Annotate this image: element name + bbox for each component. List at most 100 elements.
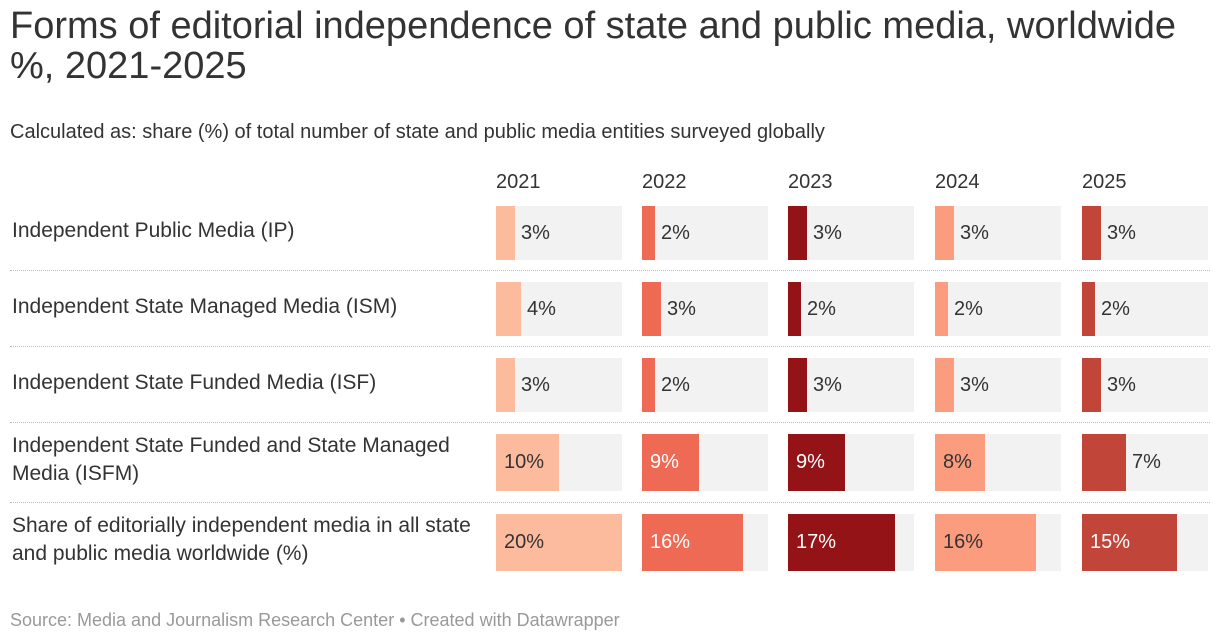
bar-cell: 7% bbox=[1082, 434, 1208, 491]
value-label: 2% bbox=[661, 221, 690, 244]
bar bbox=[1082, 282, 1095, 336]
bar bbox=[1082, 514, 1177, 571]
bar bbox=[935, 206, 954, 260]
row-divider bbox=[10, 422, 1210, 423]
bar bbox=[788, 358, 807, 412]
bar bbox=[788, 206, 807, 260]
row-label: Share of editorially independent media i… bbox=[12, 508, 487, 572]
bar-cell: 2% bbox=[788, 282, 914, 336]
bar bbox=[642, 514, 743, 571]
bar bbox=[935, 434, 985, 491]
bar bbox=[496, 358, 515, 412]
bar-cell: 20% bbox=[496, 514, 622, 571]
row-label-text: Independent State Funded Media (ISF) bbox=[12, 371, 377, 394]
bar bbox=[642, 206, 655, 260]
bar-cell: 3% bbox=[935, 206, 1061, 260]
bar bbox=[788, 282, 801, 336]
value-label: 20% bbox=[504, 531, 545, 553]
value-label: 7% bbox=[1132, 451, 1161, 473]
footer-separator: • bbox=[399, 610, 406, 630]
value-label: 3% bbox=[521, 373, 550, 396]
value-label: 9% bbox=[650, 451, 679, 473]
bar bbox=[788, 434, 845, 491]
bar-cell: 9% bbox=[642, 434, 768, 491]
bar-cell: 3% bbox=[935, 358, 1061, 412]
bar bbox=[642, 282, 661, 336]
row-label-text: Independent State Managed Media (ISM) bbox=[12, 295, 398, 318]
value-label: 4% bbox=[527, 297, 556, 320]
bar bbox=[1082, 206, 1101, 260]
bar bbox=[496, 514, 622, 571]
value-label: 16% bbox=[650, 531, 691, 553]
bar-cell: 3% bbox=[788, 358, 914, 412]
value-label: 3% bbox=[813, 373, 842, 396]
bar-cell: 16% bbox=[642, 514, 768, 571]
source-note: Source: Media and Journalism Research Ce… bbox=[10, 610, 395, 630]
bar-cell: 2% bbox=[1082, 282, 1208, 336]
bar bbox=[935, 514, 1036, 571]
bar-cell: 3% bbox=[1082, 358, 1208, 412]
value-label: 3% bbox=[960, 373, 989, 396]
value-label: 2% bbox=[1101, 297, 1130, 320]
bar bbox=[496, 434, 559, 491]
value-label: 3% bbox=[1107, 373, 1136, 396]
row-divider bbox=[10, 502, 1210, 503]
value-label: 10% bbox=[504, 451, 545, 473]
bar-cell: 3% bbox=[642, 282, 768, 336]
bar-cell: 15% bbox=[1082, 514, 1208, 571]
bar bbox=[1082, 434, 1126, 491]
datawrapper-credit[interactable]: Created with Datawrapper bbox=[410, 610, 620, 630]
bar bbox=[935, 358, 954, 412]
row-label-text: Independent State Funded and State Manag… bbox=[12, 434, 450, 485]
chart-subtitle: Calculated as: share (%) of total number… bbox=[10, 121, 825, 143]
column-header-2023: 2023 bbox=[788, 171, 833, 193]
value-label: 8% bbox=[943, 451, 972, 473]
bar-cell: 2% bbox=[642, 358, 768, 412]
bar-cell: 2% bbox=[935, 282, 1061, 336]
value-label: 3% bbox=[521, 221, 550, 244]
row-label-text: Independent Public Media (IP) bbox=[12, 219, 295, 242]
bar-cell: 3% bbox=[496, 206, 622, 260]
bar-cell: 3% bbox=[496, 358, 622, 412]
row-divider bbox=[10, 346, 1210, 347]
column-header-2022: 2022 bbox=[642, 171, 687, 193]
value-label: 3% bbox=[1107, 221, 1136, 244]
row-label: Independent State Managed Media (ISM) bbox=[12, 282, 487, 332]
chart-title: Forms of editorial independence of state… bbox=[10, 5, 1176, 87]
bar-cell: 8% bbox=[935, 434, 1061, 491]
row-label: Independent Public Media (IP) bbox=[12, 206, 487, 256]
bar bbox=[788, 514, 895, 571]
column-header-2025: 2025 bbox=[1082, 171, 1127, 193]
value-label: 2% bbox=[661, 373, 690, 396]
row-label: Independent State Funded Media (ISF) bbox=[12, 358, 487, 408]
bar-cell: 10% bbox=[496, 434, 622, 491]
value-label: 17% bbox=[796, 531, 837, 553]
bar bbox=[1082, 358, 1101, 412]
bar-cell: 17% bbox=[788, 514, 914, 571]
row-label-text: Share of editorially independent media i… bbox=[12, 514, 471, 565]
bar-cell: 2% bbox=[642, 206, 768, 260]
value-label: 3% bbox=[667, 297, 696, 320]
value-label: 3% bbox=[813, 221, 842, 244]
bar bbox=[496, 206, 515, 260]
value-label: 3% bbox=[960, 221, 989, 244]
bar-cell: 16% bbox=[935, 514, 1061, 571]
bar bbox=[642, 358, 655, 412]
column-header-2021: 2021 bbox=[496, 171, 541, 193]
row-divider bbox=[10, 270, 1210, 271]
bar-cell: 3% bbox=[1082, 206, 1208, 260]
bar-cell: 4% bbox=[496, 282, 622, 336]
bar-cell: 9% bbox=[788, 434, 914, 491]
bar bbox=[642, 434, 699, 491]
row-label: Independent State Funded and State Manag… bbox=[12, 428, 487, 492]
value-label: 2% bbox=[807, 297, 836, 320]
bar bbox=[496, 282, 521, 336]
value-label: 9% bbox=[796, 451, 825, 473]
footer: Source: Media and Journalism Research Ce… bbox=[10, 608, 620, 632]
bar-cell: 3% bbox=[788, 206, 914, 260]
bar bbox=[935, 282, 948, 336]
value-label: 2% bbox=[954, 297, 983, 320]
value-label: 15% bbox=[1090, 531, 1131, 553]
value-label: 16% bbox=[943, 531, 984, 553]
column-header-2024: 2024 bbox=[935, 171, 980, 193]
